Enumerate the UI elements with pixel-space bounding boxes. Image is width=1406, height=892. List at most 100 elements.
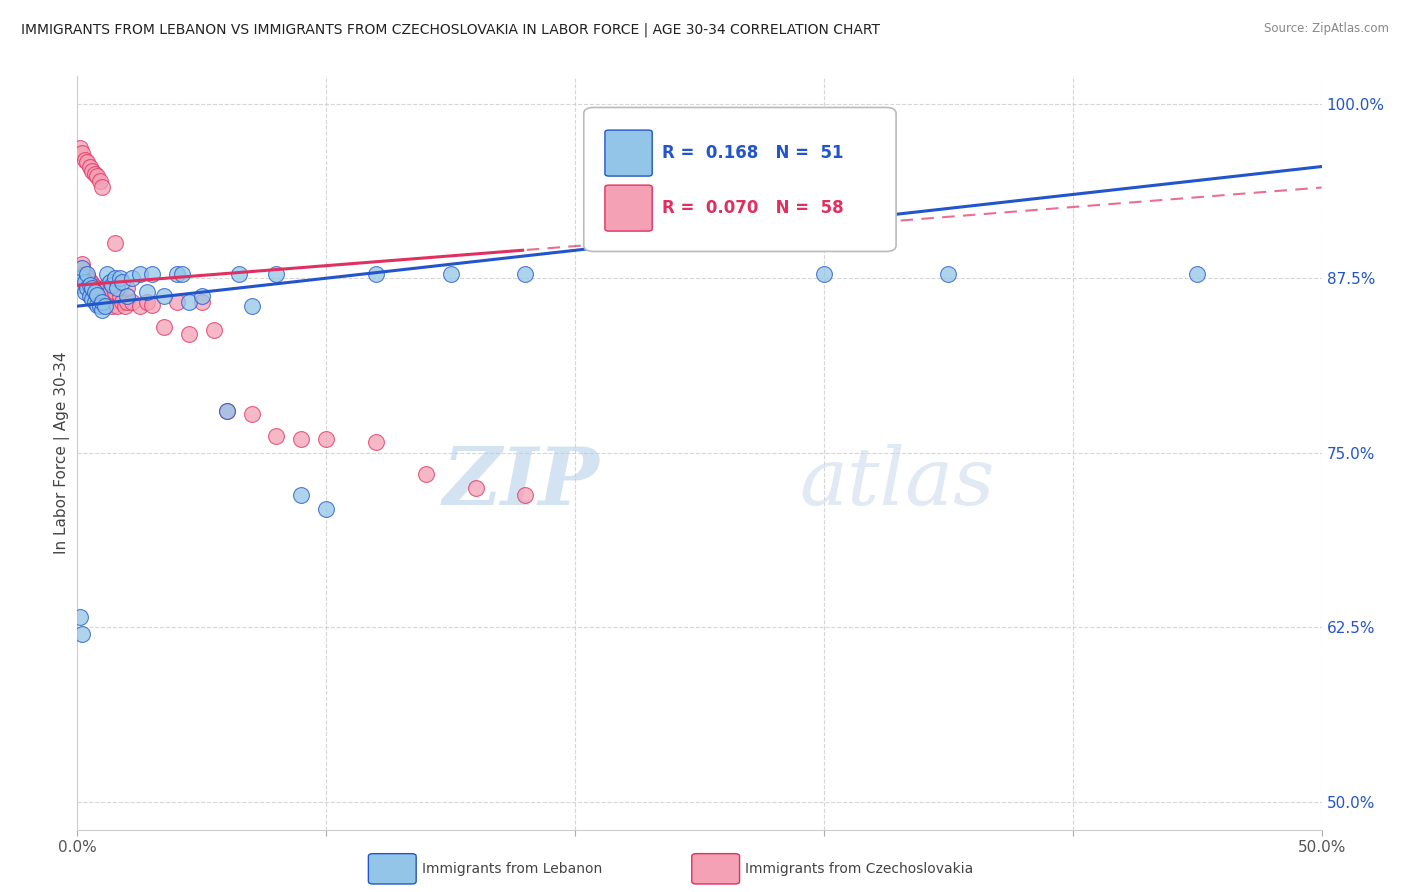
Point xyxy=(86,298,108,312)
Point xyxy=(86,289,108,303)
Point xyxy=(128,267,150,281)
Point xyxy=(79,289,101,303)
Point xyxy=(83,294,105,309)
Point xyxy=(72,261,94,276)
Point xyxy=(121,294,143,309)
Point xyxy=(69,278,91,293)
Point xyxy=(515,487,537,501)
Point xyxy=(290,432,312,446)
Point xyxy=(170,267,193,281)
FancyBboxPatch shape xyxy=(605,130,652,176)
Point xyxy=(104,236,127,251)
Point xyxy=(79,160,101,174)
Point xyxy=(72,627,94,641)
Point xyxy=(101,299,124,313)
Point xyxy=(290,487,312,501)
Point xyxy=(105,299,128,313)
Point xyxy=(136,294,159,309)
Point xyxy=(111,276,134,290)
Point xyxy=(141,298,163,312)
Point xyxy=(83,167,105,181)
Point xyxy=(79,274,101,288)
Point xyxy=(98,285,121,300)
Point xyxy=(153,289,176,303)
Point xyxy=(938,267,960,281)
Point xyxy=(166,294,188,309)
Point xyxy=(73,276,96,290)
Point xyxy=(72,271,94,285)
Point xyxy=(202,323,225,337)
Point xyxy=(515,267,537,281)
Point xyxy=(315,432,337,446)
Point xyxy=(108,289,131,303)
Text: IMMIGRANTS FROM LEBANON VS IMMIGRANTS FROM CZECHOSLOVAKIA IN LABOR FORCE | AGE 3: IMMIGRANTS FROM LEBANON VS IMMIGRANTS FR… xyxy=(21,22,880,37)
Point xyxy=(191,289,214,303)
Point xyxy=(115,289,138,303)
Point xyxy=(69,610,91,624)
Point xyxy=(1187,267,1209,281)
Point xyxy=(98,276,121,290)
Point xyxy=(72,145,94,160)
Point xyxy=(104,271,127,285)
Point xyxy=(91,303,114,318)
Point xyxy=(91,294,114,309)
Point xyxy=(464,481,486,495)
Point xyxy=(93,294,115,309)
Point xyxy=(364,434,387,449)
Point xyxy=(96,278,118,293)
Point xyxy=(82,163,104,178)
Point xyxy=(72,267,94,281)
Point xyxy=(93,299,115,313)
Point xyxy=(82,281,104,295)
Point xyxy=(215,404,238,418)
Point xyxy=(79,281,101,295)
Point xyxy=(69,261,91,276)
Point xyxy=(228,267,250,281)
Point xyxy=(73,285,96,300)
Point xyxy=(91,292,114,306)
Point xyxy=(76,269,98,284)
Point xyxy=(240,299,263,313)
Point xyxy=(83,279,105,293)
Point xyxy=(315,501,337,516)
Point xyxy=(108,271,131,285)
Text: atlas: atlas xyxy=(799,444,994,522)
Text: R =  0.070   N =  58: R = 0.070 N = 58 xyxy=(662,200,844,218)
Point xyxy=(191,294,214,309)
Point xyxy=(69,271,91,285)
Text: ZIP: ZIP xyxy=(443,444,600,522)
FancyBboxPatch shape xyxy=(583,107,896,252)
Point xyxy=(179,294,201,309)
Point xyxy=(79,278,101,293)
Point xyxy=(136,285,159,300)
Point xyxy=(266,267,288,281)
Text: Source: ZipAtlas.com: Source: ZipAtlas.com xyxy=(1264,22,1389,36)
Point xyxy=(415,467,437,481)
Point xyxy=(89,299,111,313)
Point xyxy=(73,276,96,290)
Text: Immigrants from Czechoslovakia: Immigrants from Czechoslovakia xyxy=(745,862,973,876)
Point xyxy=(76,155,98,169)
Point xyxy=(179,326,201,341)
Point xyxy=(105,281,128,295)
Point xyxy=(141,267,163,281)
Point xyxy=(89,173,111,187)
FancyBboxPatch shape xyxy=(605,186,652,231)
Point xyxy=(86,288,108,302)
Point xyxy=(101,278,124,293)
Point xyxy=(215,404,238,418)
Point xyxy=(82,292,104,306)
Point xyxy=(69,271,91,285)
Point xyxy=(86,169,108,184)
Point xyxy=(114,299,136,313)
Point xyxy=(128,299,150,313)
Point xyxy=(89,282,111,296)
Point xyxy=(121,271,143,285)
Point xyxy=(240,407,263,421)
Point xyxy=(266,429,288,443)
Point xyxy=(82,277,104,291)
Point xyxy=(72,257,94,271)
Text: R =  0.168   N =  51: R = 0.168 N = 51 xyxy=(662,145,844,162)
Y-axis label: In Labor Force | Age 30-34: In Labor Force | Age 30-34 xyxy=(55,351,70,554)
Point xyxy=(96,267,118,281)
